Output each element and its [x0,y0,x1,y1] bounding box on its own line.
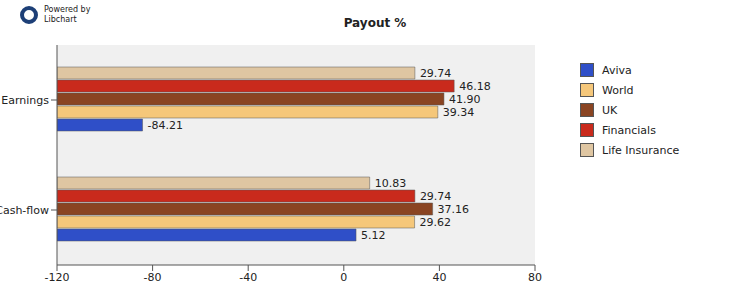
svg-text:-84.21: -84.21 [148,119,183,132]
svg-text:29.74: 29.74 [420,67,452,80]
svg-text:29.74: 29.74 [420,190,452,203]
svg-text:-120: -120 [45,271,70,284]
html-text:Financials: Financials [602,123,656,137]
svg-text:Cash-flow: Cash-flow [8,204,49,217]
svg-text:40: 40 [432,271,446,284]
svg-text:10.83: 10.83 [375,177,407,190]
svg-text:0: 0 [340,271,347,284]
svg-text:80: 80 [528,271,542,284]
html-text:Payout %: Payout % [343,16,407,30]
svg-text:5.12: 5.12 [361,229,386,242]
html-text:World: World [602,83,634,97]
svg-text:39.34: 39.34 [443,106,475,119]
svg-text:29.62: 29.62 [420,216,452,229]
html-text:UK: UK [602,103,618,117]
html-text:Powered by: Powered by [44,5,91,14]
svg-text:Earnings: Earnings [8,94,49,107]
svg-text:37.16: 37.16 [438,203,470,216]
html-text:Aviva: Aviva [602,63,632,77]
svg-text:-40: -40 [239,271,257,284]
svg-text:-80: -80 [144,271,162,284]
html-text:Libchart: Libchart [44,15,77,24]
svg-text:46.18: 46.18 [459,80,491,93]
html-text:Life Insurance: Life Insurance [602,143,680,157]
svg-text:41.90: 41.90 [449,93,481,106]
